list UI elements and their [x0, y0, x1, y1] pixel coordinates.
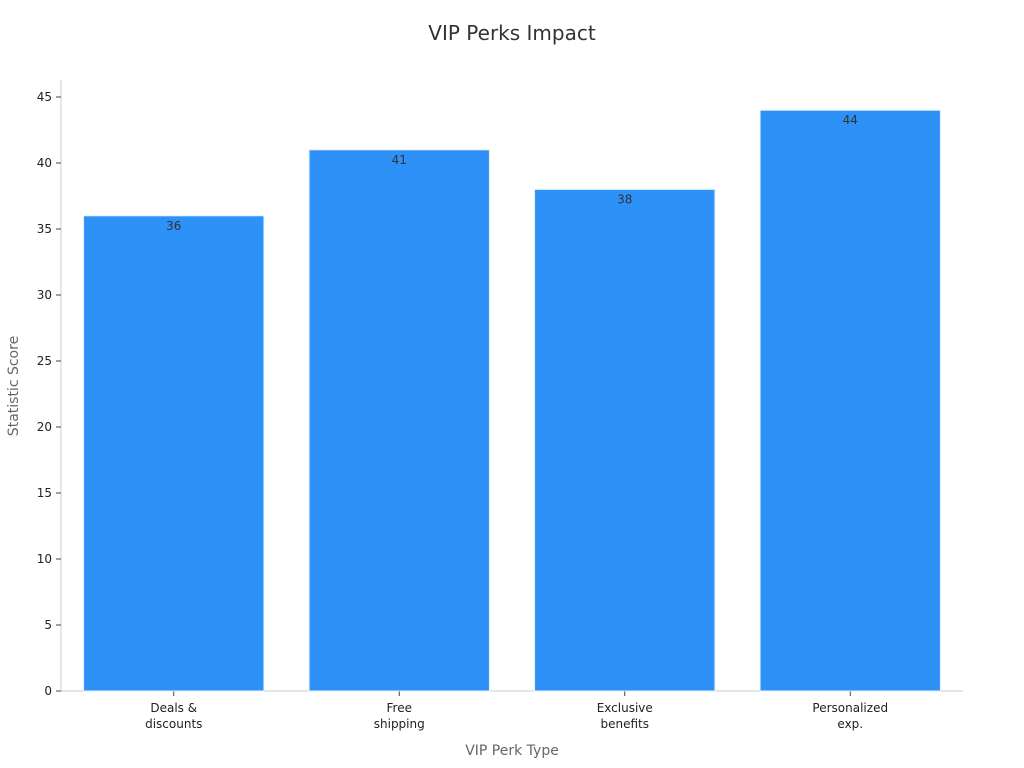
y-tick-label: 10: [37, 552, 52, 566]
chart-title: VIP Perks Impact: [428, 21, 596, 45]
y-tick-label: 40: [37, 156, 52, 170]
bar-value-label: 41: [392, 153, 407, 167]
y-axis: 0 5 10 15 20 25 30 35 40 45: [37, 80, 62, 698]
x-axis-title: VIP Perk Type: [465, 743, 559, 759]
y-tick-label: 45: [37, 90, 52, 104]
y-tick-label: 35: [37, 222, 52, 236]
bar-value-label: 38: [617, 192, 632, 206]
x-axis: Deals & discounts Free shipping Exclusive ben…: [61, 690, 963, 731]
bar[interactable]: [308, 149, 490, 692]
x-tick-label: Free shipping: [374, 701, 425, 731]
bar-value-label: 36: [166, 219, 181, 233]
y-tick-label: 30: [37, 288, 52, 302]
bars: [83, 109, 941, 692]
bar[interactable]: [83, 215, 265, 692]
y-tick-label: 0: [44, 684, 52, 698]
y-axis-title: Statistic Score: [6, 336, 22, 436]
bar[interactable]: [534, 188, 716, 692]
bar-value-label: 44: [843, 113, 858, 127]
x-tick-label: Exclusive benefits: [597, 701, 653, 731]
x-tick-label: Deals & discounts: [145, 701, 202, 731]
y-tick-label: 5: [44, 618, 52, 632]
y-tick-label: 15: [37, 486, 52, 500]
data-labels: 36 41 38 44: [166, 113, 858, 233]
x-tick-label: Personalized exp.: [812, 701, 888, 731]
y-tick-label: 25: [37, 354, 52, 368]
bar[interactable]: [759, 109, 941, 692]
y-tick-label: 20: [37, 420, 52, 434]
